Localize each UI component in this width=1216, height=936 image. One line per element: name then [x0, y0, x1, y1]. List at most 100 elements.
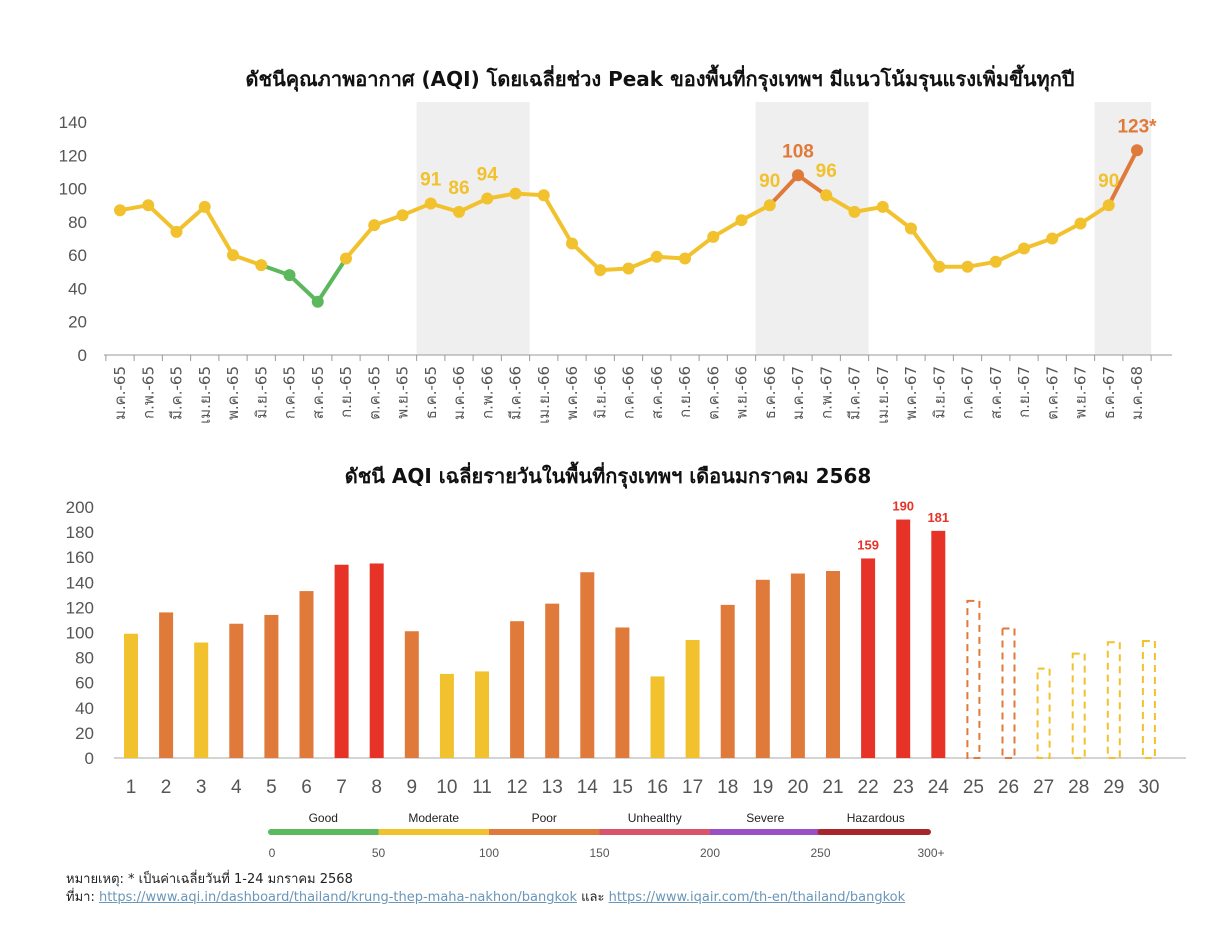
data-point: [566, 237, 578, 250]
aqi-scale-level-good: Good: [309, 811, 338, 825]
data-label: 181: [927, 510, 949, 525]
x-tick-label: 3: [196, 777, 207, 798]
data-point: [905, 222, 917, 235]
chart-2-title: ดัชนี AQI เฉลี่ยรายวันในพื้นที่กรุงเทพฯ …: [344, 464, 872, 488]
data-point: [227, 249, 239, 262]
x-tick-label: ต.ค.-67: [1043, 366, 1061, 420]
series-line-segment: [287, 273, 320, 304]
data-point: [424, 197, 437, 210]
bar: [580, 572, 595, 758]
data-label: 94: [477, 165, 499, 186]
data-label: 86: [448, 178, 469, 199]
bar: [369, 563, 384, 758]
x-tick-label: ส.ค.-67: [987, 366, 1005, 419]
bar: [931, 530, 946, 758]
x-tick-label: 9: [407, 777, 418, 798]
aqi-scale-level-moderate: Moderate: [408, 811, 459, 825]
aqi-scale-tick: 250: [810, 846, 830, 860]
y-tick-label: 140: [66, 573, 94, 592]
bar: [720, 604, 735, 758]
bar: [475, 671, 489, 758]
data-label: 190: [892, 499, 914, 514]
y-tick-label: 160: [66, 548, 94, 567]
x-tick-label: พ.ย.-65: [394, 366, 412, 419]
x-tick-label: มี.ค.-65: [168, 366, 186, 420]
x-tick-label: พ.ค.-67: [902, 366, 920, 420]
data-point: [622, 262, 635, 275]
x-tick-label: มิ.ย.-66: [591, 366, 609, 419]
aqi-scale-tick: 50: [372, 846, 386, 860]
x-tick-label: 6: [301, 777, 312, 798]
x-tick-label: 2: [161, 777, 172, 798]
source-link-iqair[interactable]: https://www.iqair.com/th-en/thailand/ban…: [608, 890, 906, 905]
data-point: [509, 187, 522, 200]
data-label: 91: [420, 170, 442, 191]
y-tick-label: 40: [68, 279, 87, 298]
x-tick-label: พ.ค.-66: [563, 366, 581, 420]
x-tick-label: พ.ย.-67: [1072, 366, 1090, 419]
x-tick-label: เม.ย.-65: [196, 366, 214, 424]
data-point: [142, 199, 155, 212]
x-tick-label: มิ.ย.-67: [930, 366, 948, 419]
bar: [404, 631, 419, 758]
y-tick-label: 120: [66, 598, 94, 617]
data-point: [820, 189, 833, 202]
x-tick-label: 19: [752, 777, 773, 798]
y-tick-label: 0: [85, 749, 94, 768]
series-line-segment: [202, 204, 235, 258]
data-point: [1131, 144, 1143, 157]
peak-highlight-band-2: [755, 102, 869, 355]
peak-highlight-band-3: [1094, 102, 1152, 355]
aqi-scale-level-poor: Poor: [532, 811, 557, 825]
series-line-segment: [146, 203, 179, 234]
data-label: 90: [759, 171, 780, 192]
x-tick-label: 13: [542, 777, 563, 798]
source-link-aqi[interactable]: https://www.aqi.in/dashboard/thailand/kr…: [98, 890, 577, 905]
bar: [124, 633, 138, 758]
forecast-bar: [966, 599, 981, 759]
data-point: [283, 269, 296, 282]
bar: [439, 673, 454, 758]
data-point: [114, 204, 126, 217]
data-point: [311, 295, 324, 308]
y-tick-label: 20: [68, 313, 87, 332]
aqi-scale-level-unhealthy: Unhealthy: [628, 811, 682, 825]
data-point: [650, 250, 663, 263]
series-line-segment: [570, 241, 603, 273]
data-point: [594, 264, 607, 277]
data-point: [170, 225, 183, 238]
x-tick-label: ม.ค.-65: [111, 366, 129, 420]
x-tick-label: 24: [928, 777, 950, 798]
bar: [334, 564, 349, 758]
data-point: [1018, 242, 1030, 255]
source-and: และ: [577, 890, 609, 905]
x-tick-label: 22: [858, 777, 879, 798]
x-tick-label: เม.ย.-66: [535, 366, 553, 424]
forecast-bar: [1036, 667, 1051, 760]
data-point: [1046, 232, 1059, 245]
forecast-bar: [1141, 640, 1156, 760]
x-tick-label: ธ.ค.-67: [1100, 366, 1118, 419]
data-point: [933, 260, 946, 273]
x-tick-label: ก.ค.-65: [281, 366, 299, 419]
data-point: [1102, 199, 1115, 212]
bar: [194, 642, 209, 758]
series-line-segment: [344, 223, 377, 261]
y-tick-label: 140: [59, 113, 87, 132]
data-label: 90: [1098, 171, 1119, 192]
x-tick-label: 5: [266, 777, 277, 798]
data-point: [848, 205, 861, 218]
y-tick-label: 40: [75, 699, 94, 718]
x-tick-label: ส.ค.-66: [648, 366, 666, 419]
x-tick-label: 7: [336, 777, 347, 798]
data-point: [481, 192, 494, 205]
aqi-scale-tick: 150: [589, 846, 609, 860]
x-tick-label: 15: [612, 777, 633, 798]
bar: [510, 621, 525, 758]
x-tick-label: ก.พ.-65: [139, 366, 157, 419]
x-tick-label: 28: [1068, 777, 1089, 798]
bar: [826, 571, 840, 758]
x-tick-label: ธ.ค.-65: [422, 366, 440, 419]
aqi-scale-tick: 0: [269, 846, 276, 860]
